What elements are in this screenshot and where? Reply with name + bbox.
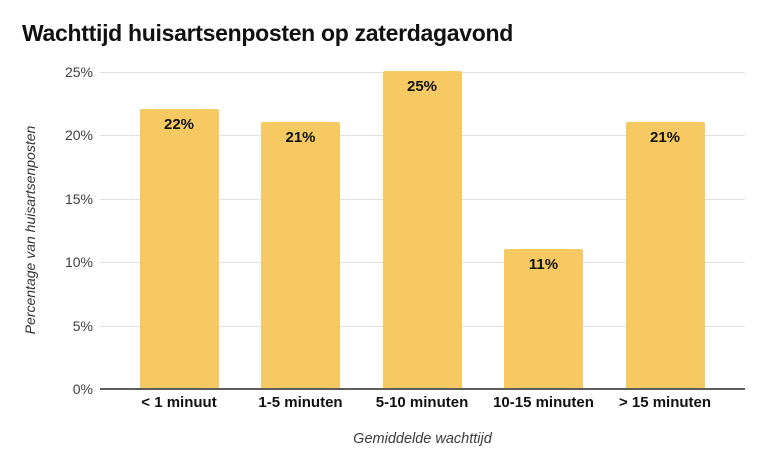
x-tick-label: > 15 minuten xyxy=(618,394,712,411)
bar: 21% xyxy=(261,121,340,388)
bar-value-label: 21% xyxy=(285,128,316,146)
bar-value-label: 21% xyxy=(649,128,681,146)
y-tick-label: 5% xyxy=(72,317,93,334)
x-axis-title: Gemiddelde wachttijd xyxy=(353,431,492,447)
bar-value-label: 25% xyxy=(406,78,438,95)
bar-value-label: 22% xyxy=(163,116,195,134)
x-tick-label: 5-10 minuten xyxy=(375,394,469,411)
chart-title: Wachttijd huisartsenposten op zaterdagav… xyxy=(22,20,514,46)
y-axis-title: Percentage van huisartsenposten xyxy=(22,125,38,335)
bar-value-label: 11% xyxy=(528,255,559,273)
bar: 25% xyxy=(382,71,462,388)
x-tick-label: 10-15 minuten xyxy=(493,394,594,411)
x-tick-label: < 1 minuut xyxy=(141,394,217,411)
bar: 22% xyxy=(139,109,219,388)
y-tick-label: 0% xyxy=(72,381,93,397)
plot-area: 22% 21% 25% 11% 21% xyxy=(100,71,745,390)
y-tick-label: 20% xyxy=(64,127,93,144)
x-tick-label: 1-5 minuten xyxy=(258,394,343,411)
y-tick-label: 10% xyxy=(64,254,93,271)
y-tick-label: 15% xyxy=(64,190,93,207)
y-tick-label: 25% xyxy=(64,64,93,80)
bar: 21% xyxy=(625,121,705,388)
bar: 11% xyxy=(504,248,583,388)
x-axis-line xyxy=(100,388,745,390)
